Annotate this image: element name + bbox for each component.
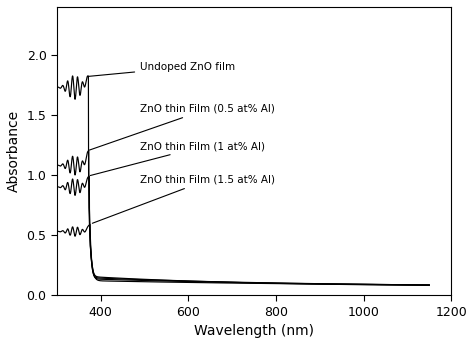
Text: ZnO thin Film (1 at% Al): ZnO thin Film (1 at% Al) xyxy=(90,141,265,176)
X-axis label: Wavelength (nm): Wavelength (nm) xyxy=(194,324,314,338)
Y-axis label: Absorbance: Absorbance xyxy=(7,110,21,192)
Text: Undoped ZnO film: Undoped ZnO film xyxy=(89,62,235,76)
Text: ZnO thin Film (1.5 at% Al): ZnO thin Film (1.5 at% Al) xyxy=(92,175,275,223)
Text: ZnO thin Film (0.5 at% Al): ZnO thin Film (0.5 at% Al) xyxy=(89,104,275,150)
